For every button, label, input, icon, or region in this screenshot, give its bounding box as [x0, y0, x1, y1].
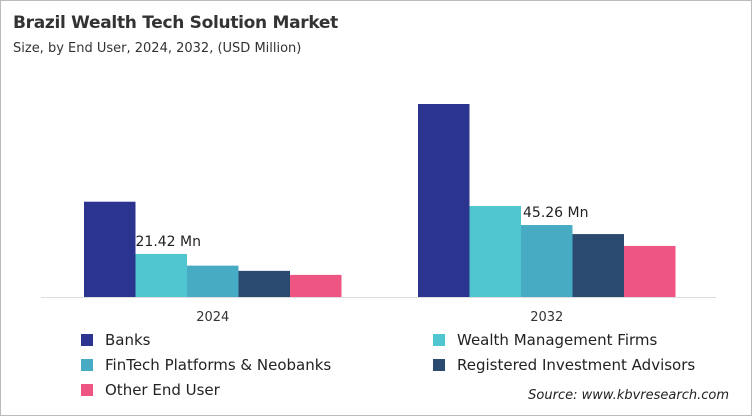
legend-swatch	[81, 384, 93, 396]
legend-label: Other End User	[105, 381, 220, 399]
legend-swatch	[81, 334, 93, 346]
bar-2024-0	[84, 201, 136, 297]
legend-item: FinTech Platforms & Neobanks	[81, 356, 331, 374]
legend-label: FinTech Platforms & Neobanks	[105, 356, 332, 374]
legend-label: Wealth Management Firms	[457, 331, 658, 349]
chart-title: Brazil Wealth Tech Solution Market	[13, 13, 338, 33]
legend-item: Other End User	[81, 381, 220, 399]
legend-swatch	[433, 359, 445, 371]
legend-label: Registered Investment Advisors	[457, 356, 696, 374]
bar-2032-3	[572, 234, 624, 297]
legend-label: Banks	[105, 331, 151, 349]
legend-item: Banks	[81, 331, 151, 349]
data-label: 21.42 Mn	[136, 234, 201, 250]
chart-subtitle: Size, by End User, 2024, 2032, (USD Mill…	[13, 41, 302, 56]
legend-swatch	[81, 359, 93, 371]
bar-2024-4	[290, 274, 342, 297]
bar-2032-4	[624, 245, 676, 297]
x-tick-label: 2024	[196, 310, 229, 325]
source-note: Source: www.kbvresearch.com	[528, 388, 729, 403]
bar-2024-3	[238, 270, 290, 297]
bar-2024-1	[135, 253, 187, 297]
x-tick-label: 2032	[530, 310, 563, 325]
bar-2024-2	[187, 265, 239, 297]
data-label: 45.26 Mn	[523, 205, 588, 221]
legend-swatch	[433, 334, 445, 346]
legend-item: Wealth Management Firms	[433, 331, 657, 349]
legend-item: Registered Investment Advisors	[433, 356, 695, 374]
bar-2032-1	[469, 206, 521, 297]
bar-2032-2	[521, 225, 573, 297]
bar-2032-0	[418, 104, 470, 297]
